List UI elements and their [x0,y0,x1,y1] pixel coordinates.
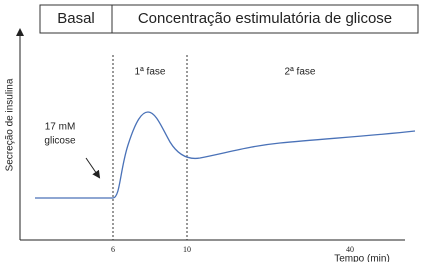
insulin-curve [35,111,416,199]
x-tick-label: 6 [111,245,115,254]
y-axis-label: Secreção de insulina [5,78,16,171]
x-tick-label: 40 [346,245,354,254]
phase-label: 2ª fase [285,67,316,78]
phase-label: 1ª fase [135,67,166,78]
x-tick-label: 10 [183,245,191,254]
annotation-arrow [85,157,101,179]
annotation: glicose [44,136,76,147]
header-basal: Basal [57,10,95,27]
x-axis-label: Tempo (min) [334,254,390,262]
annotation: 17 mM [45,122,76,133]
header-box [39,4,419,34]
header-stimulatory: Concentração estimulatória de glicose [138,10,392,27]
